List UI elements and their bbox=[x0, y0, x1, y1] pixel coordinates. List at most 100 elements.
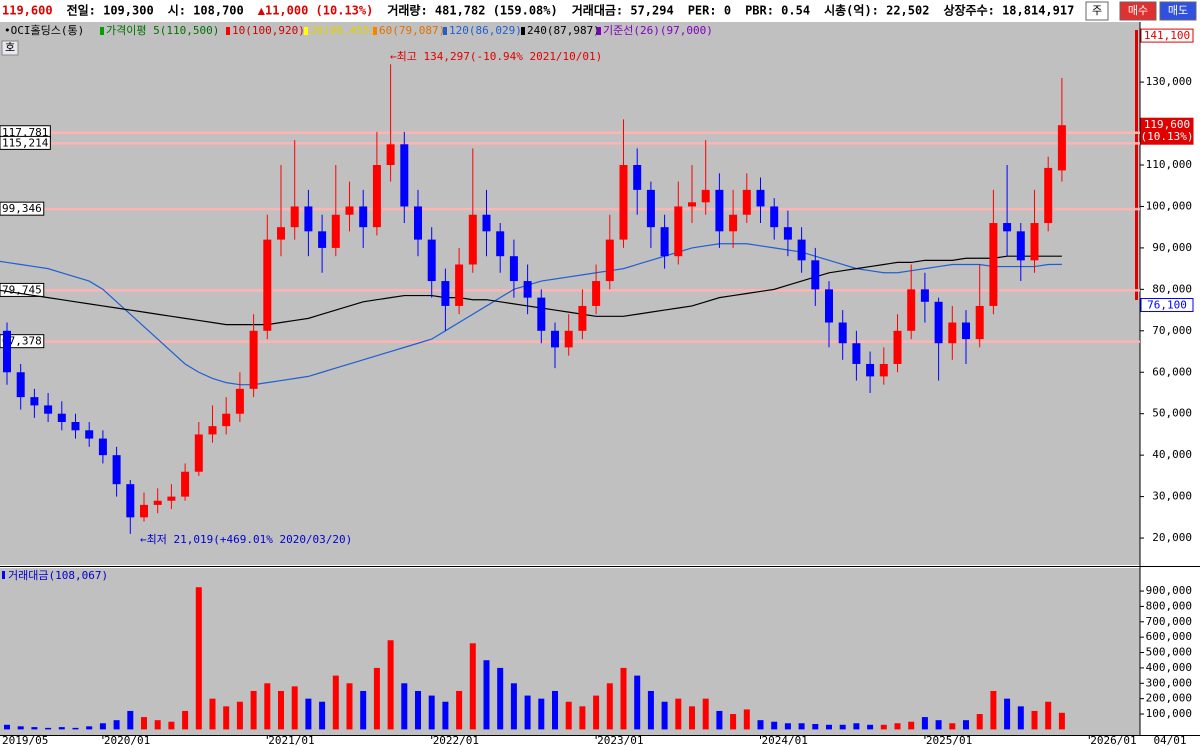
reference-label: 115,214 bbox=[2, 136, 49, 149]
header-field: 시총(억): 22,502 bbox=[824, 3, 929, 18]
header-button[interactable] bbox=[1119, 1, 1157, 21]
candle-body bbox=[660, 227, 669, 257]
y-tick-label: 40,000 bbox=[1152, 448, 1192, 461]
volume-bar bbox=[442, 701, 449, 730]
volume-bar bbox=[373, 667, 380, 730]
candle-body bbox=[756, 189, 765, 207]
volume-bar bbox=[428, 695, 435, 730]
volume-legend-swatch bbox=[2, 571, 5, 579]
volume-bar bbox=[154, 720, 161, 730]
volume-bar bbox=[1004, 698, 1011, 730]
candle-body bbox=[578, 305, 587, 331]
candle-body bbox=[797, 239, 806, 261]
legend-swatch bbox=[521, 27, 525, 35]
candle-body bbox=[537, 297, 546, 331]
candle-body bbox=[85, 430, 94, 439]
volume-y-tick-label: 800,000 bbox=[1146, 599, 1192, 612]
candle-body bbox=[742, 189, 751, 215]
volume-bar bbox=[552, 690, 558, 730]
legend-ma10: 10(100,920) bbox=[232, 24, 305, 37]
header-button-label[interactable]: 매도 bbox=[1168, 4, 1188, 17]
tab-label[interactable]: 호 bbox=[5, 41, 15, 54]
candle-body bbox=[44, 405, 53, 414]
legend-ma20: 20(96,455) bbox=[310, 24, 376, 37]
volume-bar bbox=[278, 690, 284, 730]
price-marker-box bbox=[1140, 117, 1194, 145]
volume-bar bbox=[72, 727, 79, 730]
volume-bar bbox=[853, 723, 860, 730]
volume-bar bbox=[401, 683, 408, 730]
volume-bar bbox=[456, 690, 463, 730]
volume-bar bbox=[826, 724, 832, 730]
volume-bar bbox=[634, 675, 641, 730]
legend-swatch bbox=[373, 27, 377, 35]
volume-bar bbox=[31, 727, 38, 730]
candle-body bbox=[126, 484, 135, 518]
volume-bar bbox=[360, 690, 367, 730]
x-tick-label: 2023/01 bbox=[597, 734, 643, 747]
candle-body bbox=[646, 189, 655, 228]
header-field: 상장주수: 18,814,917 bbox=[943, 3, 1074, 18]
price-marker-label: 76,100 bbox=[1147, 299, 1187, 312]
volume-bar bbox=[990, 690, 997, 730]
candle-body bbox=[427, 239, 436, 282]
candle-body bbox=[386, 144, 395, 166]
price-marker-label: 141,100 bbox=[1144, 29, 1190, 42]
candle-body bbox=[715, 189, 724, 232]
volume-bar bbox=[593, 695, 600, 730]
volume-bar bbox=[935, 720, 942, 730]
volume-bar bbox=[209, 698, 216, 730]
volume-bar bbox=[250, 690, 257, 730]
x-tick-label: 2020/01 bbox=[104, 734, 150, 747]
header-field: ▲11,000 (10.13%) bbox=[258, 4, 374, 18]
candle-body bbox=[153, 500, 162, 505]
candle-body bbox=[318, 231, 327, 248]
candle-body bbox=[345, 206, 354, 215]
candle-body bbox=[277, 227, 285, 240]
candle-body bbox=[783, 227, 792, 240]
volume-bar bbox=[524, 695, 531, 730]
candle-body bbox=[482, 214, 491, 232]
header-button[interactable] bbox=[1085, 1, 1109, 21]
y-tick-label: 20,000 bbox=[1152, 531, 1192, 544]
volume-bar bbox=[387, 640, 394, 730]
legend-row: •OCI홀딩스(통) 가격이평 5(110,500) 10(100,920) 2… bbox=[1, 24, 713, 56]
date-label: 04/01 bbox=[1153, 734, 1186, 747]
reference-label: 67,378 bbox=[2, 335, 42, 348]
low-annotation: ←최저 21,019(+469.01% 2020/03/20) bbox=[140, 533, 352, 546]
candle-body bbox=[331, 214, 340, 248]
volume-bar bbox=[538, 698, 545, 730]
candle-body bbox=[112, 455, 121, 485]
volume-bar bbox=[880, 724, 887, 730]
volume-bar bbox=[86, 726, 93, 730]
volume-bar bbox=[839, 724, 846, 730]
volume-title: 거래대금(108,067) bbox=[8, 569, 108, 582]
candle-body bbox=[633, 165, 642, 190]
candle-body bbox=[948, 322, 957, 344]
volume-bar bbox=[963, 720, 969, 730]
reference-label: 79,745 bbox=[2, 283, 42, 296]
legend-stock: •OCI홀딩스(통) bbox=[4, 24, 84, 37]
header-button-label[interactable]: 매수 bbox=[1128, 4, 1148, 17]
price-marker-box bbox=[1140, 28, 1194, 43]
volume-bar bbox=[812, 724, 819, 730]
header-button[interactable] bbox=[1159, 1, 1197, 21]
y-tick-label: 110,000 bbox=[1146, 158, 1192, 171]
header-field: 전일: 109,300 bbox=[67, 3, 154, 18]
header-buttons: 주 매수 매도 bbox=[1085, 1, 1197, 21]
plot: 20,000 30,000 40,000 50,000 60,000 70,000 80,0… bbox=[0, 28, 1194, 747]
candle-body bbox=[167, 496, 176, 501]
candle-body bbox=[16, 372, 25, 398]
candle-body bbox=[811, 260, 820, 290]
volume-bar bbox=[730, 714, 737, 730]
tab-box[interactable] bbox=[1, 40, 19, 56]
candle-body bbox=[866, 363, 875, 377]
volume-bar bbox=[168, 721, 175, 730]
volume-bar bbox=[305, 698, 312, 730]
header-field: PER: 0 bbox=[688, 4, 731, 18]
y-tick-label: 30,000 bbox=[1152, 490, 1192, 503]
reference-label: 117,781 bbox=[2, 126, 48, 139]
candle-body bbox=[825, 289, 833, 323]
candle-body bbox=[30, 397, 39, 406]
header-button-label[interactable]: 주 bbox=[1092, 4, 1102, 17]
